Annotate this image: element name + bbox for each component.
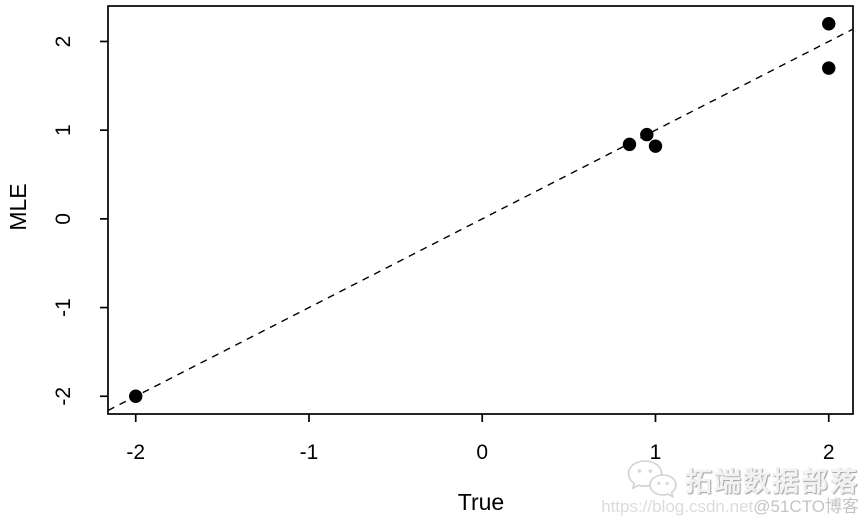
y-tick-label: -2 <box>52 387 75 406</box>
plot-generated-layer: -2 -1 0 1 2 -2 -1 0 1 2 <box>52 5 854 464</box>
data-point <box>622 137 637 152</box>
x-tick-label: -2 <box>126 441 145 464</box>
plot-box <box>107 5 854 415</box>
x-tick-label: 0 <box>476 441 488 464</box>
x-tick-label: -1 <box>300 441 319 464</box>
x-tick-label: 1 <box>650 441 662 464</box>
y-tick-label: 1 <box>52 124 75 136</box>
y-tick-label: 0 <box>52 213 75 225</box>
data-point <box>648 139 663 153</box>
x-tick-label: 2 <box>823 441 835 464</box>
data-point <box>822 17 836 31</box>
y-axis-title: MLE <box>5 183 31 230</box>
identity-reference-line <box>107 28 854 412</box>
data-point <box>129 389 143 403</box>
data-point <box>640 127 654 142</box>
y-tick-label: -1 <box>52 298 75 317</box>
y-tick-label: 2 <box>52 36 75 48</box>
x-axis-title: True <box>458 489 504 515</box>
data-point <box>822 61 836 75</box>
